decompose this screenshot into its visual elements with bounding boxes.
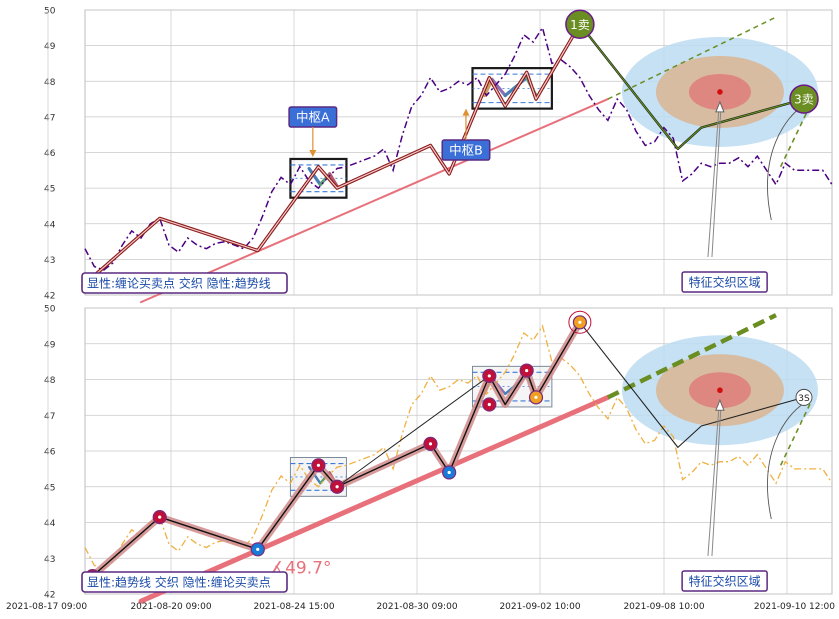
trendline-extension — [606, 313, 777, 400]
sell-signal-3-label: 3卖 — [794, 93, 814, 107]
x-tick-label: 2021-09-02 10:00 — [499, 602, 580, 612]
bi-stroke-line — [92, 23, 581, 278]
sell-signal-3s-label: 3S — [798, 394, 810, 404]
y-tick-label: 47 — [44, 113, 55, 123]
signal-marker-dot — [487, 374, 491, 378]
signal-marker-dot — [534, 395, 538, 399]
pivot-a-arrowhead — [309, 150, 317, 157]
projection-line-inner — [579, 23, 805, 150]
y-tick-label: 47 — [44, 412, 55, 422]
signal-marker-dot — [578, 320, 582, 324]
signal-marker-dot — [428, 442, 433, 446]
y-tick-label: 49 — [44, 42, 56, 52]
region-center-dot — [717, 387, 723, 394]
x-tick-label: 2021-08-20 09:00 — [130, 602, 211, 612]
region-arrow-shaft — [707, 107, 720, 258]
y-tick-label: 49 — [44, 340, 56, 350]
y-tick-label: 50 — [44, 7, 56, 17]
y-tick-label: 45 — [44, 185, 55, 195]
pivot-b-arrowhead — [462, 108, 470, 116]
segment-line — [336, 375, 490, 488]
trendline — [138, 394, 611, 604]
y-tick-label: 45 — [44, 483, 55, 493]
signal-marker-dot — [316, 463, 321, 467]
region-arrow-shaft — [707, 406, 720, 557]
region-arrow-shaft — [711, 406, 722, 557]
signal-connector — [767, 402, 805, 520]
legend-box — [81, 272, 288, 294]
pivot-b-label: 中枢B — [449, 143, 483, 158]
sell-signal-1-circle — [565, 9, 595, 39]
sell-signal-1-label: 1卖 — [570, 18, 590, 32]
signal-marker-ring — [568, 310, 592, 334]
signal-marker-dot — [447, 470, 451, 475]
pivot-a-label: 中枢A — [296, 110, 330, 125]
y-tick-label: 46 — [44, 149, 56, 159]
y-tick-label: 44 — [44, 519, 56, 529]
feature-region-label: 特征交织区域 — [689, 574, 761, 589]
signal-marker-dot — [335, 485, 339, 489]
y-tick-label: 43 — [44, 256, 55, 266]
pivot-segment — [307, 166, 322, 187]
y-tick-label: 42 — [44, 292, 55, 302]
x-tick-label: 2021-09-10 12:00 — [754, 602, 835, 612]
region-arrow-head — [715, 100, 725, 113]
y-tick-label: 42 — [44, 591, 55, 601]
x-tick-label: 2021-08-30 09:00 — [376, 602, 457, 612]
legend-text: 显性:趋势线 交织 隐性:缠论买卖点 — [87, 575, 271, 590]
feature-region-label-box — [681, 271, 768, 293]
x-tick-label: 2021-09-08 10:00 — [623, 602, 704, 612]
price-series-line — [84, 324, 833, 570]
price-series-line — [84, 25, 833, 271]
y-tick-label: 48 — [44, 376, 56, 386]
y-tick-label: 48 — [44, 78, 56, 88]
y-tick-label: 44 — [44, 220, 56, 230]
trendline — [140, 98, 609, 304]
feature-region-label-box — [681, 570, 768, 592]
region-center-dot — [717, 89, 723, 95]
legend-box — [81, 571, 288, 593]
signal-marker-dot — [525, 368, 529, 373]
projection-line — [579, 321, 805, 448]
y-tick-label: 50 — [44, 305, 56, 315]
x-tick-label: 2021-08-24 15:00 — [253, 602, 334, 612]
signal-marker-dot — [158, 515, 162, 519]
signal-dashed-line — [779, 400, 813, 466]
y-tick-label: 46 — [44, 448, 56, 458]
x-axis: 2021-08-17 09:00 2021-08-20 09:00 2021-08-… — [6, 602, 835, 612]
sell-signal-3s-circle — [795, 388, 813, 406]
pivot-segment — [490, 77, 507, 98]
signal-marker-dot — [256, 547, 260, 551]
region-arrow-shaft — [711, 107, 722, 258]
legend-text: 显性:缠论买卖点 交织 隐性:趋势线 — [87, 276, 271, 291]
x-tick-label: 2021-08-17 09:00 — [6, 602, 87, 612]
signal-dashed-line — [779, 102, 813, 168]
region-arrow-head — [715, 398, 725, 411]
sell-signal-3-circle — [789, 84, 819, 114]
y-tick-label: 43 — [44, 555, 55, 565]
feature-region-label: 特征交织区域 — [689, 275, 761, 290]
trendline-extension — [607, 16, 777, 100]
signal-marker-dot — [487, 402, 491, 407]
